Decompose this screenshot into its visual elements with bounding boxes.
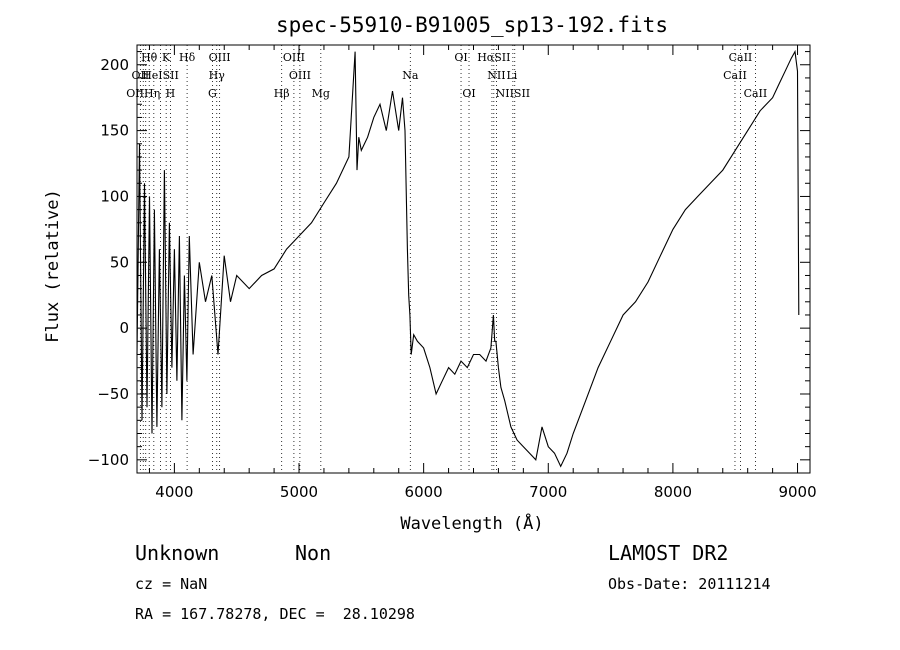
obs-date-label: Obs-Date: 20111214 xyxy=(608,575,771,593)
y-tick-label: −100 xyxy=(88,451,129,469)
line-label: OIII xyxy=(289,69,311,82)
x-axis-label: Wavelength (Å) xyxy=(400,512,543,534)
line-label: Hδ xyxy=(179,51,196,64)
chart-title: spec-55910-B91005_sp13-192.fits xyxy=(276,13,668,37)
line-label: OIII xyxy=(283,51,305,64)
x-tick-label: 8000 xyxy=(654,483,692,501)
line-label: Hθ xyxy=(141,51,158,64)
y-tick-label: 150 xyxy=(100,122,129,140)
line-label: CaII xyxy=(723,69,747,82)
x-tick-label: 5000 xyxy=(280,483,318,501)
survey-label: LAMOST DR2 xyxy=(608,541,729,565)
line-label: Mg xyxy=(312,87,330,100)
spectrum-line xyxy=(136,49,800,468)
x-tick-label: 9000 xyxy=(778,483,816,501)
line-label: HαSII xyxy=(477,51,510,64)
x-tick-label: 4000 xyxy=(155,483,193,501)
line-label: OIIHη xyxy=(126,87,160,100)
emission-line-markers xyxy=(139,45,756,473)
x-tick-label: 7000 xyxy=(529,483,567,501)
y-tick-label: 0 xyxy=(119,319,129,337)
cz-label: cz = NaN xyxy=(135,575,208,593)
line-label: CaII xyxy=(744,87,768,100)
plot-frame xyxy=(136,44,811,474)
line-label: Hγ xyxy=(209,69,226,82)
line-label: NIISII xyxy=(496,87,531,100)
line-label: H xyxy=(166,87,176,100)
subclass-label: Non xyxy=(295,541,332,565)
y-tick-label: 50 xyxy=(110,253,129,271)
line-label: OIII xyxy=(209,51,231,64)
line-label: Li xyxy=(506,69,517,82)
y-axis-ticks: −100 −50 0 50 100 150 200 xyxy=(88,51,810,474)
x-tick-label: 6000 xyxy=(405,483,443,501)
line-label: OII xyxy=(132,69,150,82)
line-label: Na xyxy=(402,69,419,82)
line-label: CaII xyxy=(729,51,753,64)
class-label: Unknown xyxy=(135,541,220,565)
line-label: OI xyxy=(462,87,475,100)
y-tick-label: −50 xyxy=(97,385,129,403)
line-label: HeISII xyxy=(142,69,179,82)
coords-label: RA = 167.78278, DEC = 28.10298 xyxy=(135,605,415,623)
line-label: Hβ xyxy=(274,87,290,100)
y-tick-label: 200 xyxy=(100,56,129,74)
line-label: NII xyxy=(487,69,505,82)
x-axis-ticks: 4000 5000 6000 7000 8000 9000 xyxy=(148,45,817,501)
y-axis-label: Flux (relative) xyxy=(43,189,63,343)
line-label: G xyxy=(208,87,217,100)
line-label: OI xyxy=(454,51,467,64)
y-tick-label: 100 xyxy=(100,187,129,205)
line-label: K xyxy=(162,51,171,64)
